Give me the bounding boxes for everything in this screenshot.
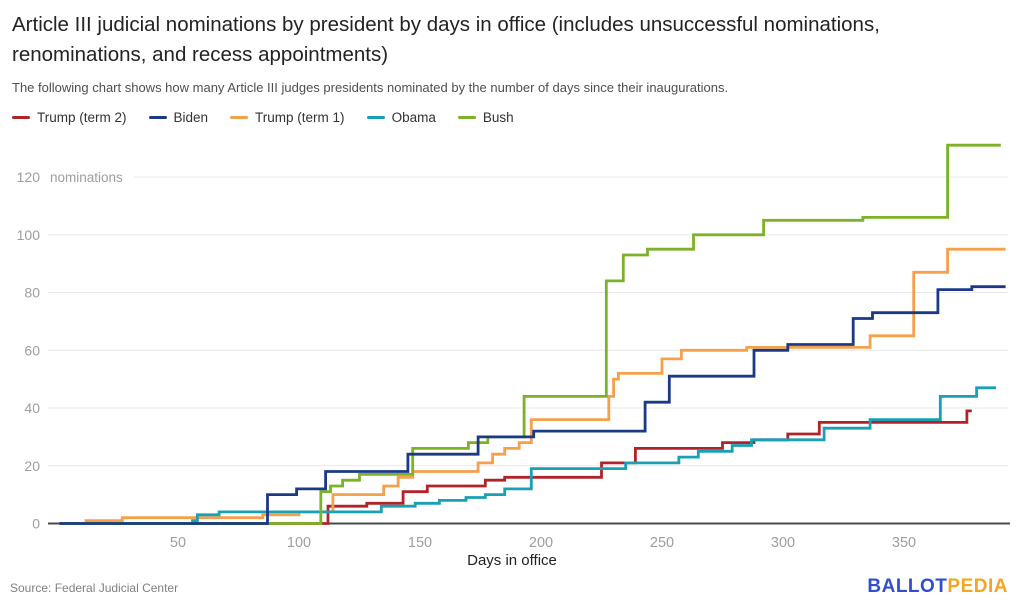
legend-swatch bbox=[366, 115, 385, 120]
x-tick-label: 200 bbox=[529, 535, 553, 551]
legend-label: Bush bbox=[482, 110, 514, 125]
chart-legend: Trump (term 2) Biden Trump (term 1) Obama Bu… bbox=[12, 110, 514, 125]
y-tick-label: 0 bbox=[32, 516, 40, 532]
chart-subtitle: The following chart shows how many Artic… bbox=[12, 80, 729, 95]
legend-label: Obama bbox=[391, 110, 436, 125]
x-axis-title: Days in office bbox=[467, 552, 557, 569]
y-tick-label: 80 bbox=[24, 285, 40, 301]
series-line-biden bbox=[59, 285, 1006, 525]
source-note: Source: Federal Judicial Center bbox=[10, 581, 179, 595]
y-tick-label: 120 bbox=[17, 169, 41, 185]
legend-item-obama: Obama bbox=[366, 110, 436, 125]
x-tick-label: 150 bbox=[408, 535, 432, 551]
legend-item-trump-term-1-: Trump (term 1) bbox=[230, 110, 345, 125]
series-line-obama bbox=[59, 386, 996, 525]
y-axis-unit-label: nominations bbox=[50, 170, 123, 185]
x-tick-label: 350 bbox=[892, 535, 916, 551]
x-tick-label: 250 bbox=[650, 535, 674, 551]
legend-swatch bbox=[230, 115, 249, 120]
legend-label: Biden bbox=[173, 110, 209, 125]
x-tick-label: 50 bbox=[170, 535, 186, 551]
y-tick-label: 60 bbox=[24, 342, 40, 358]
legend-item-bush: Bush bbox=[457, 110, 514, 125]
legend-swatch bbox=[457, 115, 476, 120]
y-tick-label: 100 bbox=[17, 227, 41, 243]
legend-label: Trump (term 1) bbox=[255, 110, 345, 125]
y-tick-label: 40 bbox=[24, 400, 40, 416]
legend-item-trump-term-2-: Trump (term 2) bbox=[12, 110, 127, 125]
ballotpedia-logo: BALLOTPEDIA bbox=[867, 576, 1008, 598]
series-line-bush bbox=[59, 143, 1001, 525]
series-line-trump-term-2- bbox=[59, 409, 972, 525]
legend-item-biden: Biden bbox=[148, 110, 209, 125]
legend-swatch bbox=[148, 115, 167, 120]
x-tick-label: 300 bbox=[771, 535, 795, 551]
page-title: Article III judicial nominations by pres… bbox=[12, 13, 880, 66]
x-tick-label: 100 bbox=[287, 535, 311, 551]
logo-ballot-text: BALLOT bbox=[867, 576, 948, 597]
y-tick-label: 20 bbox=[24, 458, 40, 474]
series-line-trump-term-1- bbox=[59, 247, 1006, 525]
logo-pedia-text: PEDIA bbox=[947, 576, 1008, 597]
legend-label: Trump (term 2) bbox=[37, 110, 127, 125]
legend-swatch bbox=[12, 115, 30, 120]
